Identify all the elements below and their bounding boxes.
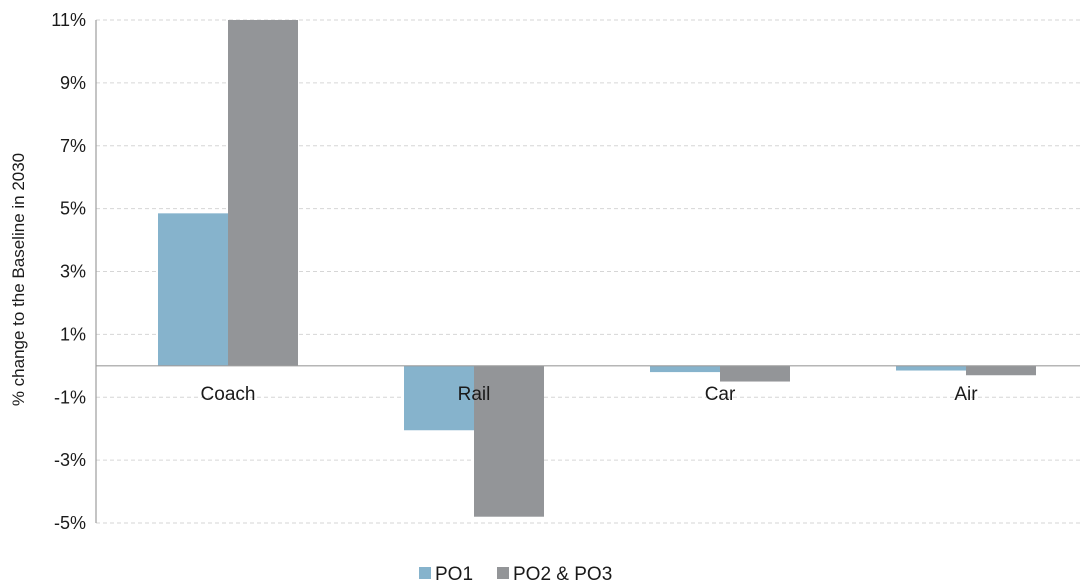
y-tick-label: -5% [54, 513, 86, 533]
legend-label-po1: PO1 [435, 564, 473, 585]
y-tick-label: 1% [60, 324, 86, 344]
bars [158, 20, 1036, 517]
y-tick-label: -3% [54, 450, 86, 470]
legend-label-po2-po3: PO2 & PO3 [513, 564, 612, 585]
bar-rail-po1 [404, 365, 474, 431]
x-category-label: Coach [201, 384, 256, 405]
legend-swatch-po1 [419, 567, 431, 579]
bar-air-po2-po3 [966, 365, 1036, 376]
x-category-label: Air [954, 384, 978, 405]
bar-car-po2-po3 [720, 365, 790, 382]
y-tick-label: -1% [54, 387, 86, 407]
y-tick-label: 7% [60, 136, 86, 156]
bar-coach-po1 [158, 213, 228, 366]
y-tick-label: 11% [51, 10, 86, 30]
y-tick-label: 3% [60, 262, 86, 282]
legend: PO1 PO2 & PO3 [419, 564, 612, 585]
y-tick-label: 9% [60, 73, 86, 93]
y-tick-label: 5% [60, 199, 86, 219]
y-axis-title: % change to the Baseline in 2030 [9, 153, 28, 406]
x-category-labels: Coach Rail Car Air [201, 384, 979, 405]
y-tick-labels: 11% 9% 7% 5% 3% 1% -1% -3% -5% [51, 10, 86, 533]
bar-coach-po2-po3 [228, 20, 298, 366]
bar-air-po1 [896, 365, 966, 371]
legend-swatch-po2-po3 [497, 567, 509, 579]
x-category-label: Rail [458, 384, 491, 405]
bar-car-po1 [650, 365, 720, 373]
x-category-label: Car [705, 384, 736, 405]
bar-rail-po2-po3 [474, 365, 544, 517]
